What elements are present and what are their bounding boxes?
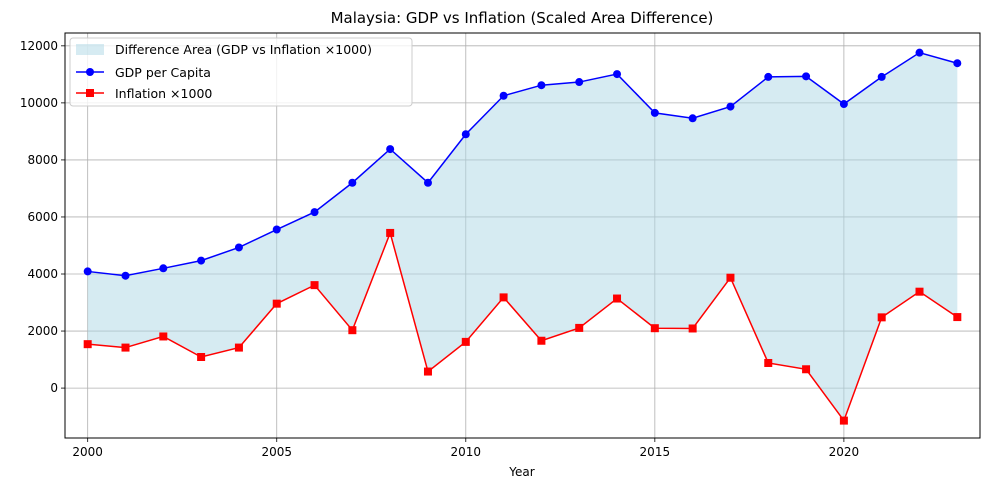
gdp-point bbox=[461, 130, 470, 139]
x-axis-label: Year bbox=[508, 465, 534, 479]
y-axis-ticks: 0 2000 4000 6000 8000 10000 12000 bbox=[20, 39, 65, 395]
y-tick-label: 6000 bbox=[27, 210, 58, 224]
inflation-point bbox=[537, 336, 546, 345]
legend: Difference Area (GDP vs Inflation ×1000)… bbox=[69, 37, 413, 107]
gdp-point bbox=[272, 225, 281, 234]
gdp-series-line bbox=[87, 51, 958, 277]
gdp-point bbox=[877, 72, 886, 81]
y-tick-label: 0 bbox=[50, 381, 58, 395]
inflation-point bbox=[839, 416, 848, 425]
inflation-point bbox=[310, 281, 319, 290]
y-tick-label: 2000 bbox=[27, 324, 58, 338]
inflation-point bbox=[953, 313, 962, 322]
gdp-point bbox=[726, 102, 735, 111]
gdp-point bbox=[764, 72, 773, 81]
inflation-point bbox=[83, 340, 92, 349]
gdp-point bbox=[234, 243, 243, 252]
x-tick-label: 2000 bbox=[72, 445, 103, 459]
inflation-point bbox=[423, 367, 432, 376]
gdp-point bbox=[839, 100, 848, 109]
difference-area bbox=[87, 52, 958, 421]
inflation-point bbox=[234, 343, 243, 352]
inflation-series-line bbox=[87, 230, 958, 423]
x-axis-ticks: 2000 2005 2010 2015 2020 bbox=[72, 438, 859, 459]
legend-gdp-label: GDP per Capita bbox=[115, 65, 211, 80]
y-tick-label: 4000 bbox=[27, 267, 58, 281]
series-lines bbox=[83, 48, 962, 425]
gdp-point bbox=[386, 145, 395, 154]
inflation-point bbox=[499, 293, 508, 302]
inflation-point bbox=[802, 365, 811, 374]
legend-box bbox=[69, 37, 413, 107]
inflation-point bbox=[915, 287, 924, 296]
inflation-point bbox=[726, 273, 735, 282]
gdp-point bbox=[348, 178, 357, 187]
x-tick-label: 2020 bbox=[829, 445, 860, 459]
gdp-point bbox=[159, 264, 168, 273]
gdp-point bbox=[423, 178, 432, 187]
gdp-point bbox=[613, 70, 622, 79]
inflation-point bbox=[688, 324, 697, 333]
gdp-point bbox=[688, 114, 697, 123]
plot-frame bbox=[64, 32, 981, 439]
gdp-point bbox=[197, 256, 206, 265]
gdp-point bbox=[915, 48, 924, 57]
inflation-point bbox=[348, 326, 357, 335]
gdp-point bbox=[83, 267, 92, 276]
legend-area-swatch bbox=[76, 44, 104, 55]
difference-area-fill bbox=[87, 52, 958, 421]
inflation-point bbox=[386, 228, 395, 237]
gdp-point bbox=[537, 81, 546, 90]
y-tick-label: 10000 bbox=[20, 96, 58, 110]
inflation-point bbox=[613, 294, 622, 303]
x-tick-label: 2015 bbox=[640, 445, 671, 459]
gdp-point bbox=[499, 91, 508, 100]
gdp-point bbox=[802, 72, 811, 81]
inflation-point bbox=[121, 343, 130, 352]
legend-inflation-marker bbox=[86, 89, 94, 97]
chart-title: Malaysia: GDP vs Inflation (Scaled Area … bbox=[331, 9, 714, 27]
gdp-point bbox=[121, 271, 130, 280]
legend-inflation-label: Inflation ×1000 bbox=[115, 86, 212, 101]
gdp-point bbox=[953, 59, 962, 68]
y-tick-label: 8000 bbox=[27, 153, 58, 167]
inflation-point bbox=[877, 313, 886, 322]
legend-area-label: Difference Area (GDP vs Inflation ×1000) bbox=[115, 42, 372, 57]
y-tick-label: 12000 bbox=[20, 39, 58, 53]
inflation-point bbox=[159, 332, 168, 341]
inflation-point bbox=[197, 353, 206, 361]
legend-gdp-marker bbox=[86, 68, 94, 76]
x-tick-label: 2010 bbox=[451, 445, 482, 459]
gdp-point bbox=[575, 78, 584, 87]
inflation-point bbox=[575, 323, 584, 332]
x-tick-label: 2005 bbox=[261, 445, 292, 459]
gdp-point bbox=[310, 208, 319, 217]
inflation-point bbox=[272, 299, 281, 308]
gdp-point bbox=[650, 108, 659, 117]
inflation-point bbox=[764, 358, 773, 367]
inflation-point bbox=[650, 324, 659, 333]
inflation-point bbox=[461, 337, 470, 346]
